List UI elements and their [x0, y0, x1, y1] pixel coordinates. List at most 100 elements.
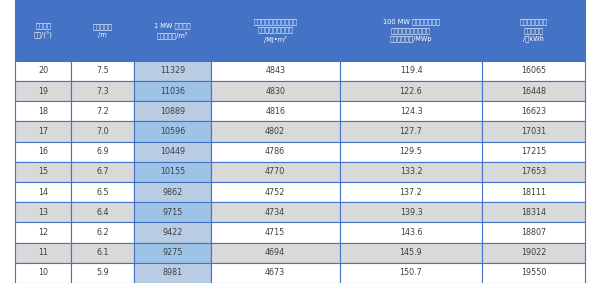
- Bar: [482, 121, 585, 142]
- Bar: [211, 101, 340, 121]
- Bar: [15, 101, 71, 121]
- Text: 1 MW 光伏阵列
的占地面积/m²: 1 MW 光伏阵列 的占地面积/m²: [154, 22, 191, 39]
- Text: 150.7: 150.7: [400, 268, 422, 277]
- Bar: [134, 101, 211, 121]
- Text: 6.4: 6.4: [97, 208, 109, 217]
- Text: 18111: 18111: [521, 188, 546, 197]
- Bar: [211, 81, 340, 101]
- Text: 9862: 9862: [162, 188, 182, 197]
- Text: 137.2: 137.2: [400, 188, 422, 197]
- Text: 124.3: 124.3: [400, 107, 422, 116]
- Text: 13: 13: [38, 208, 48, 217]
- Bar: [340, 222, 482, 243]
- Bar: [15, 222, 71, 243]
- Bar: [211, 263, 340, 283]
- Bar: [134, 243, 211, 263]
- Text: 10596: 10596: [160, 127, 185, 136]
- Text: 11036: 11036: [160, 87, 185, 96]
- Bar: [134, 121, 211, 142]
- Bar: [340, 81, 482, 101]
- Text: 10155: 10155: [160, 168, 185, 176]
- Text: 18: 18: [38, 107, 48, 116]
- Text: 组件安装
倾角/(°): 组件安装 倾角/(°): [34, 22, 53, 38]
- Text: 20: 20: [38, 67, 48, 76]
- Text: 19550: 19550: [521, 268, 547, 277]
- Bar: [71, 142, 134, 162]
- Text: 7.0: 7.0: [97, 127, 109, 136]
- Text: 139.3: 139.3: [400, 208, 422, 217]
- Bar: [340, 202, 482, 222]
- Bar: [71, 243, 134, 263]
- Text: 4734: 4734: [265, 208, 285, 217]
- Bar: [15, 121, 71, 142]
- Bar: [482, 61, 585, 81]
- Bar: [482, 263, 585, 283]
- Bar: [482, 81, 585, 101]
- Text: 129.5: 129.5: [400, 147, 422, 156]
- Text: 11: 11: [38, 248, 48, 257]
- Text: 10: 10: [38, 268, 48, 277]
- Text: 7.5: 7.5: [97, 67, 109, 76]
- Bar: [71, 81, 134, 101]
- Bar: [211, 182, 340, 202]
- Text: 100 MW 光伏阵列的基准
占地面积实际可布置的
光伏组件容量/MWp: 100 MW 光伏阵列的基准 占地面积实际可布置的 光伏组件容量/MWp: [383, 18, 440, 42]
- Text: 17031: 17031: [521, 127, 546, 136]
- Bar: [134, 202, 211, 222]
- Bar: [15, 162, 71, 182]
- Bar: [15, 142, 71, 162]
- Text: 6.1: 6.1: [97, 248, 109, 257]
- Text: 4715: 4715: [265, 228, 285, 237]
- Bar: [15, 81, 71, 101]
- Bar: [134, 263, 211, 283]
- Bar: [211, 61, 340, 81]
- Bar: [340, 0, 482, 61]
- Text: 4816: 4816: [265, 107, 285, 116]
- Text: 4830: 4830: [265, 87, 285, 96]
- Bar: [71, 101, 134, 121]
- Text: 4694: 4694: [265, 248, 285, 257]
- Text: 10889: 10889: [160, 107, 185, 116]
- Bar: [134, 182, 211, 202]
- Text: 7.2: 7.2: [97, 107, 109, 116]
- Text: 18314: 18314: [521, 208, 546, 217]
- Text: 122.6: 122.6: [400, 87, 422, 96]
- Text: 9715: 9715: [162, 208, 182, 217]
- Text: 10449: 10449: [160, 147, 185, 156]
- Bar: [340, 101, 482, 121]
- Bar: [15, 263, 71, 283]
- Text: 16448: 16448: [521, 87, 546, 96]
- Text: 6.9: 6.9: [97, 147, 109, 156]
- Bar: [71, 222, 134, 243]
- Bar: [340, 142, 482, 162]
- Text: 单位面积光伏组件倾斜面
接收的年太阳辐射量
/MJ•m²: 单位面积光伏组件倾斜面 接收的年太阳辐射量 /MJ•m²: [253, 18, 297, 43]
- Bar: [134, 162, 211, 182]
- Bar: [71, 263, 134, 283]
- Text: 4786: 4786: [265, 147, 285, 156]
- Text: 17: 17: [38, 127, 48, 136]
- Text: 16623: 16623: [521, 107, 546, 116]
- Bar: [71, 121, 134, 142]
- Bar: [211, 0, 340, 61]
- Bar: [15, 182, 71, 202]
- Bar: [134, 222, 211, 243]
- Bar: [15, 61, 71, 81]
- Bar: [15, 0, 71, 61]
- Bar: [71, 0, 134, 61]
- Bar: [211, 121, 340, 142]
- Text: 18807: 18807: [521, 228, 546, 237]
- Bar: [211, 142, 340, 162]
- Bar: [71, 61, 134, 81]
- Bar: [134, 61, 211, 81]
- Text: 4802: 4802: [265, 127, 285, 136]
- Text: 6.2: 6.2: [97, 228, 109, 237]
- Bar: [71, 162, 134, 182]
- Text: 4752: 4752: [265, 188, 286, 197]
- Bar: [482, 142, 585, 162]
- Text: 14: 14: [38, 188, 48, 197]
- Text: 前到前间距
/m: 前到前间距 /m: [93, 23, 113, 38]
- Text: 8981: 8981: [163, 268, 182, 277]
- Bar: [211, 162, 340, 182]
- Bar: [482, 0, 585, 61]
- Text: 127.7: 127.7: [400, 127, 422, 136]
- Text: 12: 12: [38, 228, 48, 237]
